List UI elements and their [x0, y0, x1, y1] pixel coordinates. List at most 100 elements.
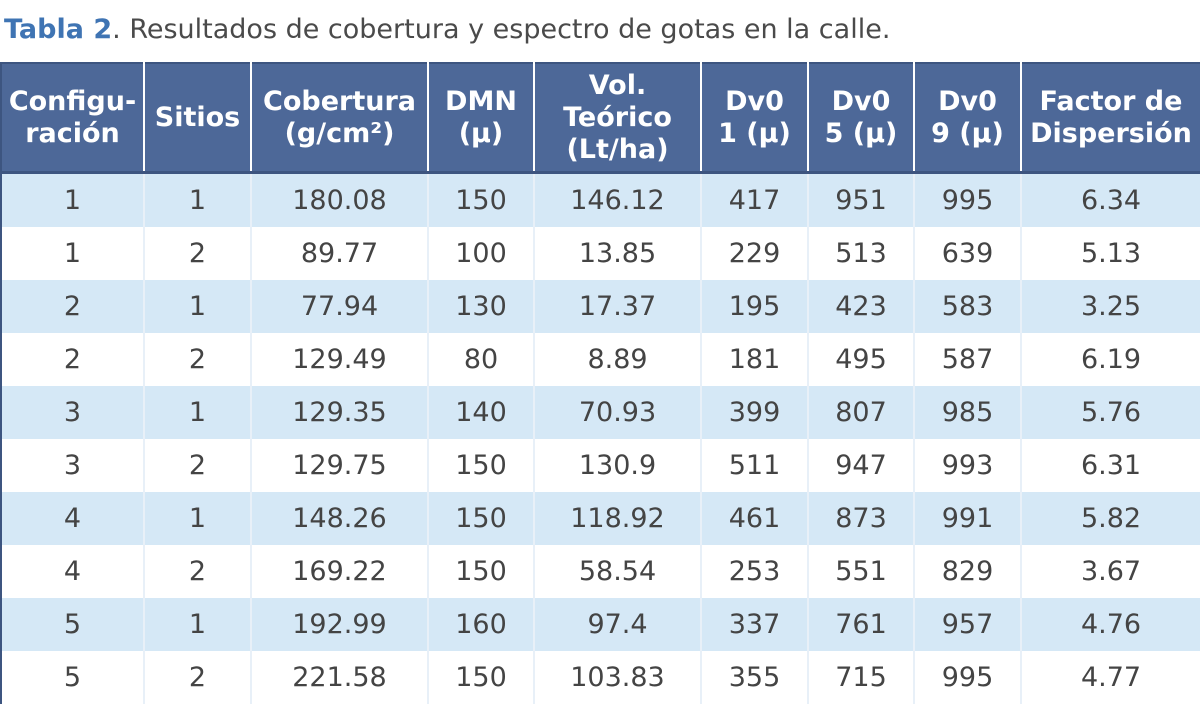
table-cell: 4.76	[1021, 598, 1200, 651]
table-cell: 957	[914, 598, 1021, 651]
table-cell: 150	[428, 492, 534, 545]
table-cell: 355	[701, 651, 808, 704]
table-cell: 13.85	[534, 227, 701, 280]
table-cell: 551	[808, 545, 914, 598]
table-cell: 1	[1, 173, 144, 228]
table-cell: 58.54	[534, 545, 701, 598]
table-cell: 192.99	[251, 598, 428, 651]
header-line: (g/cm²)	[252, 118, 427, 150]
column-header: Configu-ración	[1, 63, 144, 173]
table-cell: 8.89	[534, 333, 701, 386]
table-cell: 1	[144, 386, 251, 439]
header-line: 1 (µ)	[702, 118, 807, 150]
table-cell: 583	[914, 280, 1021, 333]
header-line: (µ)	[429, 118, 533, 150]
table-cell: 180.08	[251, 173, 428, 228]
table-cell: 511	[701, 439, 808, 492]
header-line: Vol. Teórico	[535, 70, 700, 134]
table-cell: 2	[144, 439, 251, 492]
table-cell: 1	[144, 280, 251, 333]
table-cell: 169.22	[251, 545, 428, 598]
table-cell: 2	[144, 545, 251, 598]
table-cell: 399	[701, 386, 808, 439]
table-cell: 3	[1, 386, 144, 439]
table-cell: 5.82	[1021, 492, 1200, 545]
header-line: Cobertura	[252, 86, 427, 118]
table-cell: 130	[428, 280, 534, 333]
table-cell: 80	[428, 333, 534, 386]
table-cell: 2	[144, 333, 251, 386]
table-cell: 129.35	[251, 386, 428, 439]
header-line: (Lt/ha)	[535, 134, 700, 166]
table-cell: 181	[701, 333, 808, 386]
table-cell: 3.25	[1021, 280, 1200, 333]
header-line: DMN	[429, 86, 533, 118]
table-cell: 77.94	[251, 280, 428, 333]
table-cell: 639	[914, 227, 1021, 280]
table-cell: 129.49	[251, 333, 428, 386]
table-cell: 229	[701, 227, 808, 280]
column-header: DMN(µ)	[428, 63, 534, 173]
column-header: Vol. Teórico(Lt/ha)	[534, 63, 701, 173]
table-cell: 97.4	[534, 598, 701, 651]
table-cell: 17.37	[534, 280, 701, 333]
header-line: Configu-	[2, 86, 143, 118]
header-line: 5 (µ)	[809, 118, 913, 150]
table-cell: 337	[701, 598, 808, 651]
table-cell: 221.58	[251, 651, 428, 704]
table-cell: 995	[914, 173, 1021, 228]
table-cell: 160	[428, 598, 534, 651]
table-cell: 513	[808, 227, 914, 280]
table-cell: 150	[428, 651, 534, 704]
column-header: Sitios	[144, 63, 251, 173]
caption: Tabla 2. Resultados de cobertura y espec…	[0, 0, 1200, 62]
header-line: Dispersión	[1022, 118, 1200, 150]
table-cell: 715	[808, 651, 914, 704]
table-cell: 129.75	[251, 439, 428, 492]
table-cell: 100	[428, 227, 534, 280]
table-cell: 5	[1, 651, 144, 704]
table-cell: 89.77	[251, 227, 428, 280]
table-cell: 1	[144, 173, 251, 228]
table-cell: 495	[808, 333, 914, 386]
table-cell: 253	[701, 545, 808, 598]
table-cell: 130.9	[534, 439, 701, 492]
table-cell: 1	[144, 598, 251, 651]
table-cell: 70.93	[534, 386, 701, 439]
table-cell: 140	[428, 386, 534, 439]
table-cell: 2	[1, 280, 144, 333]
table-cell: 993	[914, 439, 1021, 492]
table-cell: 995	[914, 651, 1021, 704]
table-cell: 951	[808, 173, 914, 228]
table-cell: 118.92	[534, 492, 701, 545]
table-cell: 150	[428, 545, 534, 598]
table-cell: 4	[1, 492, 144, 545]
table-cell: 587	[914, 333, 1021, 386]
table-cell: 103.83	[534, 651, 701, 704]
table-cell: 6.31	[1021, 439, 1200, 492]
table-cell: 461	[701, 492, 808, 545]
table-cell: 423	[808, 280, 914, 333]
table-cell: 4.77	[1021, 651, 1200, 704]
table-cell: 873	[808, 492, 914, 545]
header-line: Sitios	[145, 102, 250, 134]
table-cell: 150	[428, 439, 534, 492]
table-cell: 947	[808, 439, 914, 492]
table-cell: 2	[144, 227, 251, 280]
header-line: ración	[2, 118, 143, 150]
